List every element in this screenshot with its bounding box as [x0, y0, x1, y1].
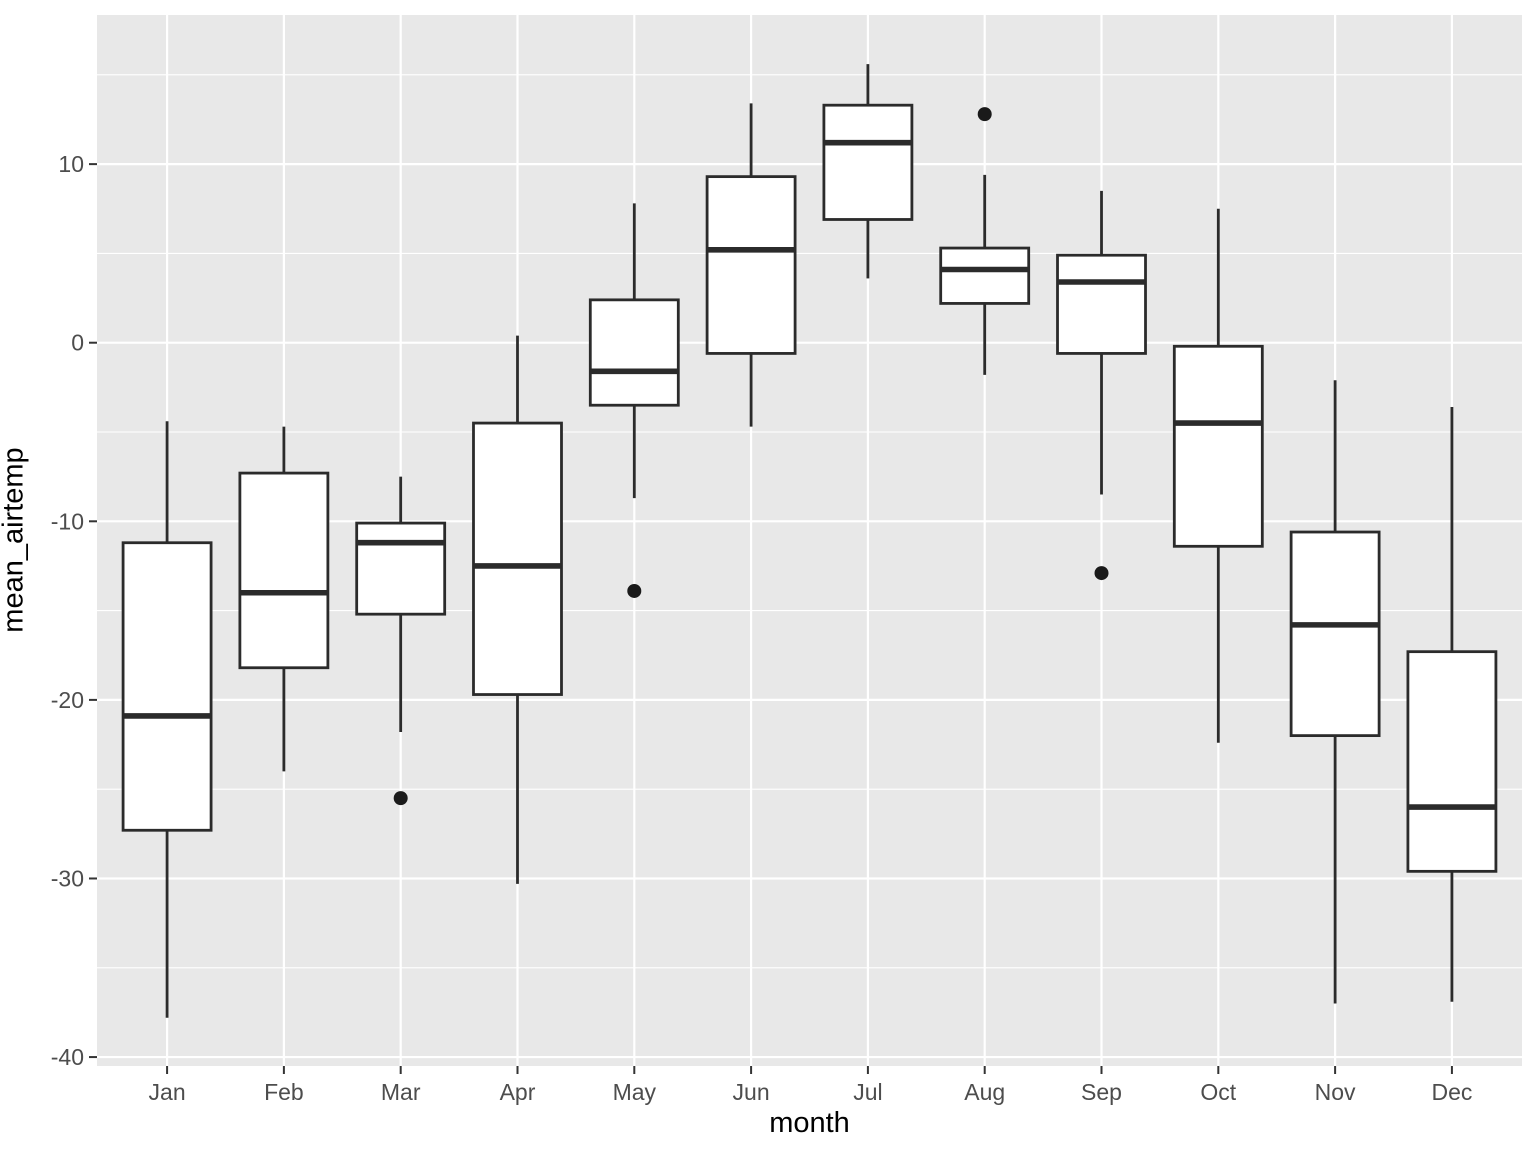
y-tick-label: -40 [51, 1044, 84, 1070]
iqr-box [1172, 344, 1264, 548]
x-tick-label: Feb [264, 1079, 304, 1105]
iqr-box [705, 175, 797, 355]
boxplot-feb [238, 426, 330, 772]
boxplot-nov [1289, 380, 1381, 1004]
y-tick-label: -20 [51, 687, 84, 713]
x-tick-label: Sep [1081, 1079, 1122, 1105]
iqr-box [1289, 530, 1381, 738]
plot-panel [97, 15, 1522, 1066]
iqr-box [121, 541, 213, 832]
x-tick-label: Oct [1200, 1079, 1236, 1105]
x-axis-title: month [769, 1107, 850, 1139]
iqr-box [238, 471, 330, 670]
y-tick-label: -10 [51, 508, 84, 534]
boxplot-oct [1172, 208, 1264, 743]
outlier-point [627, 583, 642, 598]
outlier-point [1094, 566, 1109, 581]
x-tick-label: Apr [500, 1079, 536, 1105]
outlier-point [393, 791, 408, 806]
x-tick-label: Nov [1315, 1079, 1356, 1105]
boxplot-aug [939, 107, 1031, 375]
iqr-box [822, 103, 914, 221]
x-tick-label: Mar [381, 1079, 421, 1105]
boxplot-jul [822, 64, 914, 279]
iqr-box [355, 521, 447, 616]
boxplot-sep [1056, 190, 1147, 581]
y-tick-label: 0 [71, 330, 84, 356]
boxplot-dec [1406, 407, 1498, 1002]
iqr-box [472, 421, 563, 696]
iqr-box [939, 246, 1031, 305]
boxplot-mar [355, 476, 447, 806]
y-axis-title: mean_airtemp [0, 447, 30, 633]
boxplot-apr [472, 335, 563, 884]
x-tick-label: May [613, 1079, 657, 1105]
outlier-point [977, 107, 992, 122]
boxplot-jun [705, 103, 797, 427]
boxplot-may [588, 203, 680, 598]
iqr-box [1406, 650, 1498, 873]
x-tick-label: Dec [1431, 1079, 1472, 1105]
y-tick-label: -30 [51, 865, 84, 891]
x-tick-label: Jan [149, 1079, 186, 1105]
y-tick-label: 10 [58, 151, 84, 177]
boxplot-jan [121, 421, 213, 1018]
iqr-box [588, 298, 680, 407]
iqr-box [1056, 253, 1147, 355]
x-tick-label: Jul [853, 1079, 882, 1105]
x-tick-label: Aug [964, 1079, 1005, 1105]
x-tick-label: Jun [733, 1079, 770, 1105]
